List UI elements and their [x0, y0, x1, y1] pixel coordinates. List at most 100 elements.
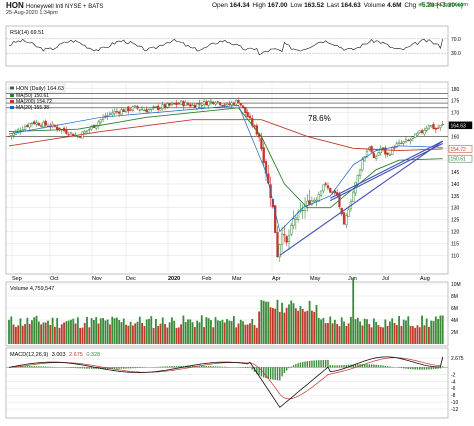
volume-bar: [113, 318, 116, 344]
macd-histogram-bar: [368, 364, 370, 368]
macd-histogram-bar: [435, 367, 437, 369]
price-tick-label: 115: [451, 241, 459, 247]
volume-bar: [386, 325, 389, 344]
candle-body: [209, 100, 213, 103]
macd-histogram-bar: [285, 367, 288, 371]
macd-histogram-bar: [295, 364, 297, 368]
macd-histogram-bar: [439, 367, 442, 369]
candle-body: [274, 205, 277, 233]
candle-body: [262, 147, 265, 164]
candle-body: [113, 111, 116, 114]
volume-bar: [187, 319, 189, 344]
candle-body: [397, 142, 401, 144]
candle-body: [379, 147, 382, 154]
candle-body: [280, 233, 284, 245]
candle-body: [375, 156, 378, 160]
volume-bar: [329, 316, 332, 344]
candle-body: [342, 212, 346, 225]
macd-histogram-bar: [24, 366, 26, 368]
candle-body: [122, 109, 125, 112]
volume-bar: [288, 304, 290, 344]
ticker-symbol: HON: [6, 1, 24, 10]
volume-bar: [37, 321, 40, 344]
macd-histogram-bar: [22, 366, 24, 368]
volume-bar: [313, 311, 316, 344]
candle-body: [223, 104, 226, 106]
candle-body: [232, 102, 236, 105]
candle-body: [10, 134, 13, 137]
candle-body: [377, 152, 380, 156]
volume-bar: [63, 322, 65, 344]
volume-bar: [95, 317, 98, 344]
macd-histogram-bar: [400, 367, 403, 369]
volume-bar: [216, 320, 219, 344]
volume-bar: [265, 301, 267, 344]
candle-body: [436, 127, 440, 129]
macd-histogram-bar: [90, 367, 93, 369]
candle-body: [407, 140, 410, 142]
volume-bar: [354, 319, 357, 344]
volume-bar: [400, 326, 403, 344]
volume-bar: [370, 327, 373, 344]
volume-bar: [164, 323, 166, 344]
volume-bar: [239, 319, 242, 344]
x-tick-label: 2020: [168, 276, 180, 282]
price-tick-label: 120: [451, 230, 460, 236]
candle-body: [241, 105, 245, 108]
volume-bar: [143, 326, 146, 344]
candle-body: [423, 130, 426, 135]
candle-body: [292, 218, 295, 226]
candle-body: [23, 126, 27, 130]
macd-tick-label: -8: [451, 393, 456, 399]
volume-bar: [393, 323, 396, 344]
candle-body: [404, 139, 408, 143]
volume-bar: [418, 327, 421, 344]
volume-bar: [255, 327, 258, 344]
candle-body: [221, 104, 224, 107]
volume-bar: [182, 315, 185, 344]
price-tag-label: 150.61: [451, 157, 467, 163]
low-label: Low: [290, 2, 303, 9]
macd-histogram-bar: [421, 367, 423, 370]
volume-bar: [322, 317, 325, 344]
macd-histogram-bar: [366, 364, 368, 368]
date-line: 25-Aug-2020 1:34pm: [6, 10, 58, 16]
volume-bar: [111, 316, 114, 344]
macd-histogram-bar: [33, 366, 35, 368]
volume-bar: [159, 323, 162, 344]
candle-body: [152, 106, 155, 108]
macd-histogram-bar: [375, 364, 377, 368]
chg-label: Chg: [404, 2, 417, 9]
volume-bar: [161, 317, 164, 344]
macd-histogram-bar: [246, 367, 249, 369]
price-tick-label: 135: [451, 194, 460, 200]
macd-histogram-bar: [127, 367, 130, 369]
macd-histogram-bar: [320, 360, 322, 368]
volume-bar: [311, 310, 313, 344]
low-value: 163.52: [304, 2, 324, 9]
macd-histogram-bar: [104, 367, 107, 369]
volume-bar: [249, 323, 251, 344]
macd-histogram-bar: [125, 367, 127, 369]
volume-bar: [65, 321, 68, 344]
price-tick-label: 160: [451, 134, 460, 140]
volume-bar: [389, 321, 391, 344]
price-tick-label: 170: [451, 111, 460, 117]
candle-body: [198, 103, 201, 105]
volume-bar: [347, 323, 350, 344]
volume-bar: [377, 325, 380, 344]
macd-histogram-bar: [341, 365, 343, 368]
candle-body: [127, 106, 130, 112]
price-legend-ma20-swatch: [10, 106, 14, 109]
volume-bar: [253, 325, 256, 344]
macd-histogram-bar: [134, 367, 136, 369]
volume-tick-label: 2M: [451, 330, 458, 336]
macd-histogram-bar: [49, 366, 52, 368]
volume-bar: [70, 319, 72, 344]
volume-bar: [51, 317, 54, 344]
macd-histogram-bar: [35, 366, 38, 368]
macd-histogram-bar: [260, 367, 263, 377]
volume-bar: [189, 319, 192, 344]
macd-histogram-bar: [74, 367, 77, 369]
volume-bar: [177, 327, 180, 344]
